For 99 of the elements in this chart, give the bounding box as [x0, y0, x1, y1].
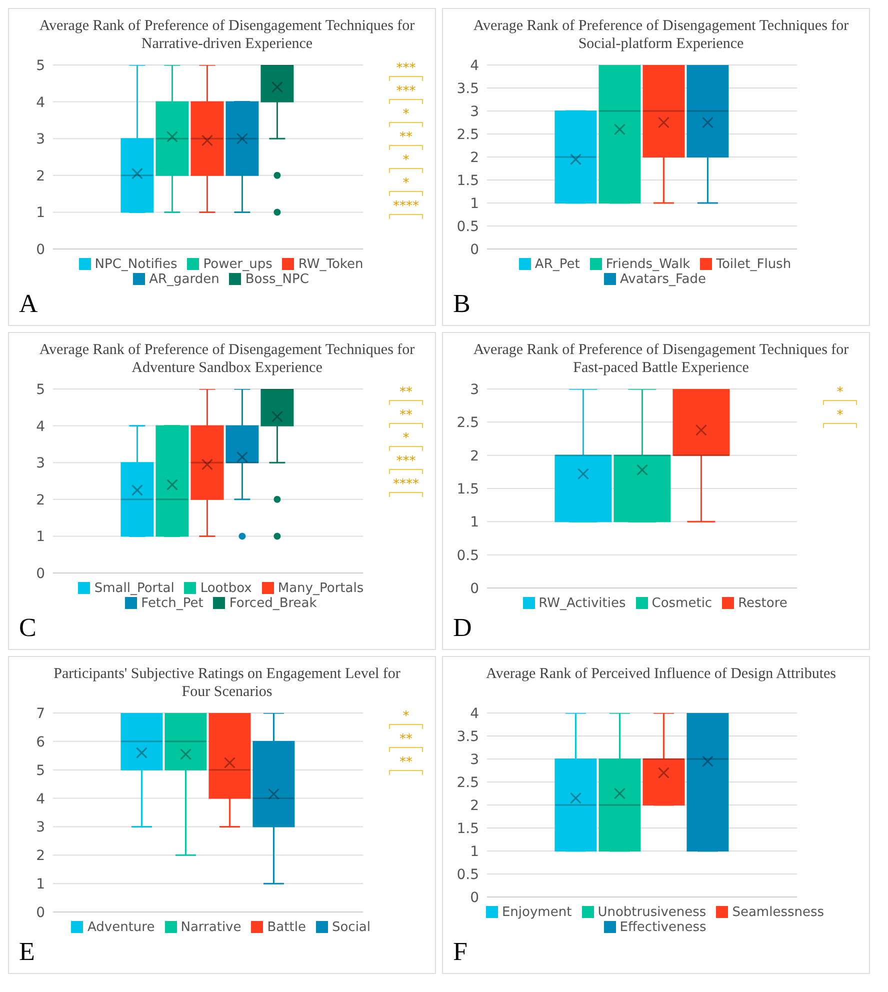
text: *	[836, 408, 844, 423]
chart-title: Average Rank of Preference of Disengagement Techniques for Fast-paced Battle Experience	[472, 341, 850, 378]
legend-label: Restore	[738, 596, 788, 611]
y-tick-label: 2	[36, 168, 45, 184]
legend-label: Small_Portal	[94, 581, 174, 596]
y-tick-label: 4	[470, 706, 480, 722]
y-tick-label: 3.5	[456, 80, 479, 97]
legend-label: Toilet_Flush	[716, 257, 792, 272]
y-tick-label: 2	[470, 448, 479, 464]
y-tick-label: 4	[36, 418, 46, 435]
legend-label: Adventure	[87, 920, 155, 935]
chart-title: Average Rank of Preference of Disengagement Techniques for Adventure Sandbox Experience	[38, 341, 416, 378]
text: D	[453, 613, 472, 643]
text: ****	[393, 477, 419, 492]
y-tick-label: 0	[470, 580, 479, 597]
y-tick-label: 4	[470, 58, 480, 74]
y-tick-label: 0	[36, 242, 45, 258]
legend-label: Forced_Break	[229, 596, 317, 611]
y-tick-label: 1.5	[456, 820, 479, 837]
legend-label: RW_Token	[298, 257, 364, 272]
text: **	[400, 408, 412, 423]
y-tick-label: 2.5	[456, 774, 479, 791]
text: ***	[396, 61, 416, 76]
y-tick-label: 3.5	[456, 728, 479, 745]
y-tick-label: 3	[470, 382, 479, 398]
y-tick-label: 0.5	[456, 548, 479, 564]
chart-title: Participants' Subjective Ratings on Engagement Level for Four Scenarios	[52, 665, 402, 702]
y-tick-label: 3	[470, 752, 479, 768]
legend-label: RW_Activities	[538, 596, 626, 611]
text: *	[402, 153, 410, 168]
text: *	[402, 431, 410, 446]
legend-label: Narrative	[180, 920, 242, 935]
text: *	[836, 385, 844, 400]
legend-label: AR_garden	[149, 272, 220, 287]
legend-label: Cosmetic	[652, 596, 712, 611]
y-tick-label: 4	[36, 791, 46, 808]
y-tick-label: 5	[36, 58, 45, 74]
legend-label: Power_ups	[203, 257, 272, 272]
text: *	[402, 176, 410, 191]
chart-title: Average Rank of Perceived Influence of Design Attributes	[484, 665, 838, 684]
y-tick-label: 2	[470, 798, 479, 814]
text: B	[453, 289, 470, 319]
y-tick-label: 0	[36, 904, 45, 921]
text: *	[402, 107, 410, 122]
y-tick-label: 7	[36, 706, 45, 722]
legend-label: Lootbox	[200, 581, 252, 596]
y-tick-label: 5	[36, 382, 45, 398]
y-tick-label: 0	[36, 566, 45, 582]
y-tick-label: 0.5	[456, 218, 479, 235]
legend-label: AR_Pet	[534, 257, 580, 272]
chart-title: Average Rank of Preference of Disengagement Techniques for Social-platform Experience	[472, 17, 850, 54]
legend-label: Social	[332, 920, 371, 935]
text: A	[19, 289, 38, 319]
legend-label: Effectiveness	[620, 920, 706, 935]
y-tick-label: 3	[36, 820, 45, 836]
y-tick-label: 4	[36, 94, 46, 111]
y-tick-label: 1	[36, 205, 45, 222]
y-tick-label: 2.5	[456, 415, 479, 432]
text: **	[400, 755, 412, 770]
legend-label: Friends_Walk	[606, 257, 690, 272]
text: *	[402, 709, 410, 724]
legend-label: Enjoyment	[502, 905, 572, 920]
y-tick-label: 1	[470, 196, 479, 212]
text: **	[400, 385, 412, 400]
legend-label: Boss_NPC	[245, 272, 309, 287]
text: ****	[393, 199, 419, 214]
y-tick-label: 1	[36, 876, 45, 893]
y-tick-label: 0	[470, 242, 479, 258]
legend-label: Many_Portals	[278, 581, 364, 596]
text: **	[400, 732, 412, 747]
y-tick-label: 5	[36, 762, 45, 779]
y-tick-label: 1	[470, 844, 479, 860]
y-tick-label: 3	[36, 132, 45, 148]
legend-label: Fetch_Pet	[141, 596, 204, 611]
y-tick-label: 1.5	[456, 172, 479, 189]
y-tick-label: 2	[36, 492, 45, 508]
legend-label: NPC_Notifies	[94, 257, 178, 272]
y-tick-label: 1	[470, 514, 479, 531]
y-tick-label: 2	[470, 150, 479, 166]
text: C	[19, 613, 36, 643]
text: **	[400, 130, 412, 145]
text: F	[453, 937, 468, 967]
y-tick-label: 6	[36, 734, 46, 750]
y-tick-label: 0.5	[456, 866, 479, 883]
y-tick-label: 2	[36, 848, 45, 864]
legend-label: Seamlessness	[732, 905, 824, 920]
text: ***	[396, 454, 416, 469]
y-tick-label: 1	[36, 529, 45, 546]
y-tick-label: 1.5	[456, 481, 479, 498]
legend-label: Unobtrusiveness	[598, 905, 706, 920]
text: E	[19, 937, 35, 967]
y-tick-label: 2.5	[456, 126, 479, 143]
y-tick-label: 0	[470, 890, 479, 906]
y-tick-label: 3	[36, 456, 45, 472]
chart-title: Average Rank of Preference of Disengagement Techniques for Narrative-driven Experience	[38, 17, 416, 54]
legend-label: Avatars_Fade	[620, 272, 706, 287]
text: ***	[396, 84, 416, 99]
y-tick-label: 3	[470, 104, 479, 120]
legend-label: Battle	[267, 920, 306, 935]
